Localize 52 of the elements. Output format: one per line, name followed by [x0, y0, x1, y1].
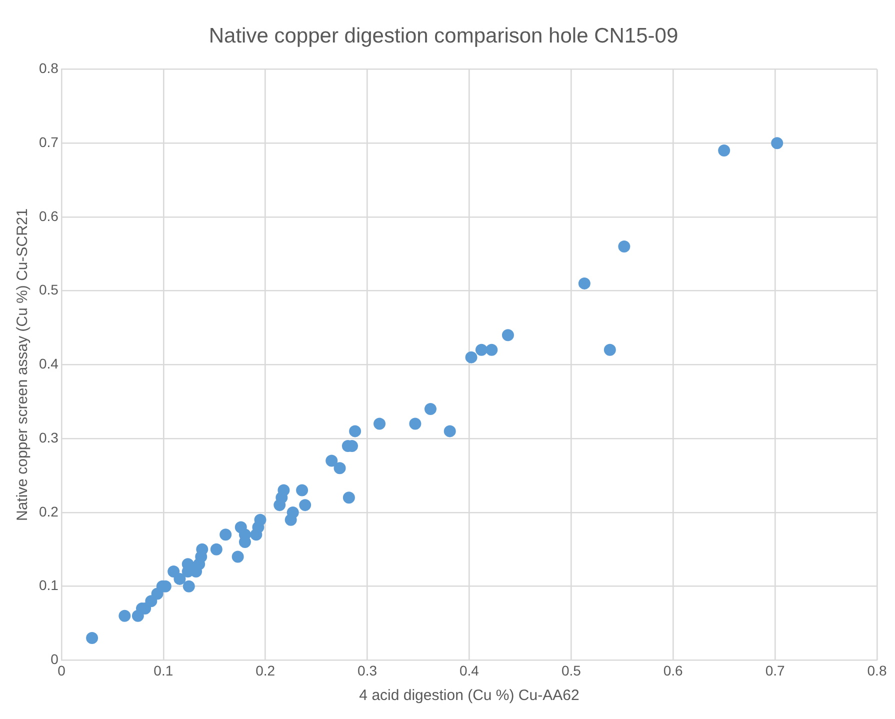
- y-tick-label: 0.8: [38, 60, 59, 76]
- point: [86, 632, 98, 644]
- point: [465, 351, 478, 364]
- y-tick-label: 0.5: [38, 282, 59, 298]
- point: [296, 484, 308, 496]
- point: [174, 572, 186, 585]
- point: [196, 543, 208, 556]
- point: [220, 528, 232, 541]
- chart-title: Native copper digestion comparison hole CN15-09: [208, 24, 678, 48]
- point: [718, 144, 730, 156]
- point: [145, 595, 158, 608]
- x-tick-label: 0.1: [154, 662, 174, 678]
- point: [444, 425, 456, 438]
- x-axis-title: 4 acid digestion (Cu %) Cu-AA62: [359, 687, 580, 704]
- y-tick-label: 0.6: [38, 208, 59, 224]
- point: [424, 403, 436, 416]
- point: [349, 425, 362, 438]
- point: [182, 580, 195, 592]
- y-tick-label: 0.4: [38, 356, 59, 372]
- point: [502, 329, 514, 342]
- point: [254, 514, 266, 526]
- point: [604, 344, 616, 356]
- x-tick-label: 0.6: [663, 662, 684, 678]
- x-tick-label: 0.7: [765, 662, 785, 678]
- y-axis-title: Native copper screen assay (Cu %) Cu-SCR21: [14, 208, 32, 522]
- point: [278, 484, 290, 496]
- point: [374, 418, 386, 430]
- point: [118, 610, 131, 622]
- x-tick-label: 0.5: [561, 662, 582, 678]
- y-tick-label: 0.7: [38, 134, 59, 150]
- x-tick-label: 0.3: [358, 662, 378, 678]
- x-tick-label: 0.4: [459, 662, 480, 678]
- point: [342, 492, 355, 504]
- point: [326, 454, 338, 467]
- point: [618, 240, 630, 252]
- point: [486, 344, 498, 356]
- point: [210, 543, 222, 556]
- y-tick-label: 0.3: [38, 429, 59, 446]
- point: [232, 550, 244, 563]
- y-tick-label: 0.1: [38, 577, 59, 594]
- y-tick-label: 0: [50, 651, 59, 668]
- point: [771, 137, 784, 150]
- point: [334, 462, 346, 474]
- x-tick-label: 0.8: [867, 662, 887, 678]
- point: [475, 344, 488, 356]
- point: [578, 277, 590, 290]
- point: [409, 418, 422, 430]
- point: [286, 506, 299, 518]
- y-tick-label: 0.2: [38, 503, 59, 520]
- x-tick-label: 0.2: [256, 662, 276, 678]
- point: [299, 499, 312, 512]
- point: [168, 566, 180, 578]
